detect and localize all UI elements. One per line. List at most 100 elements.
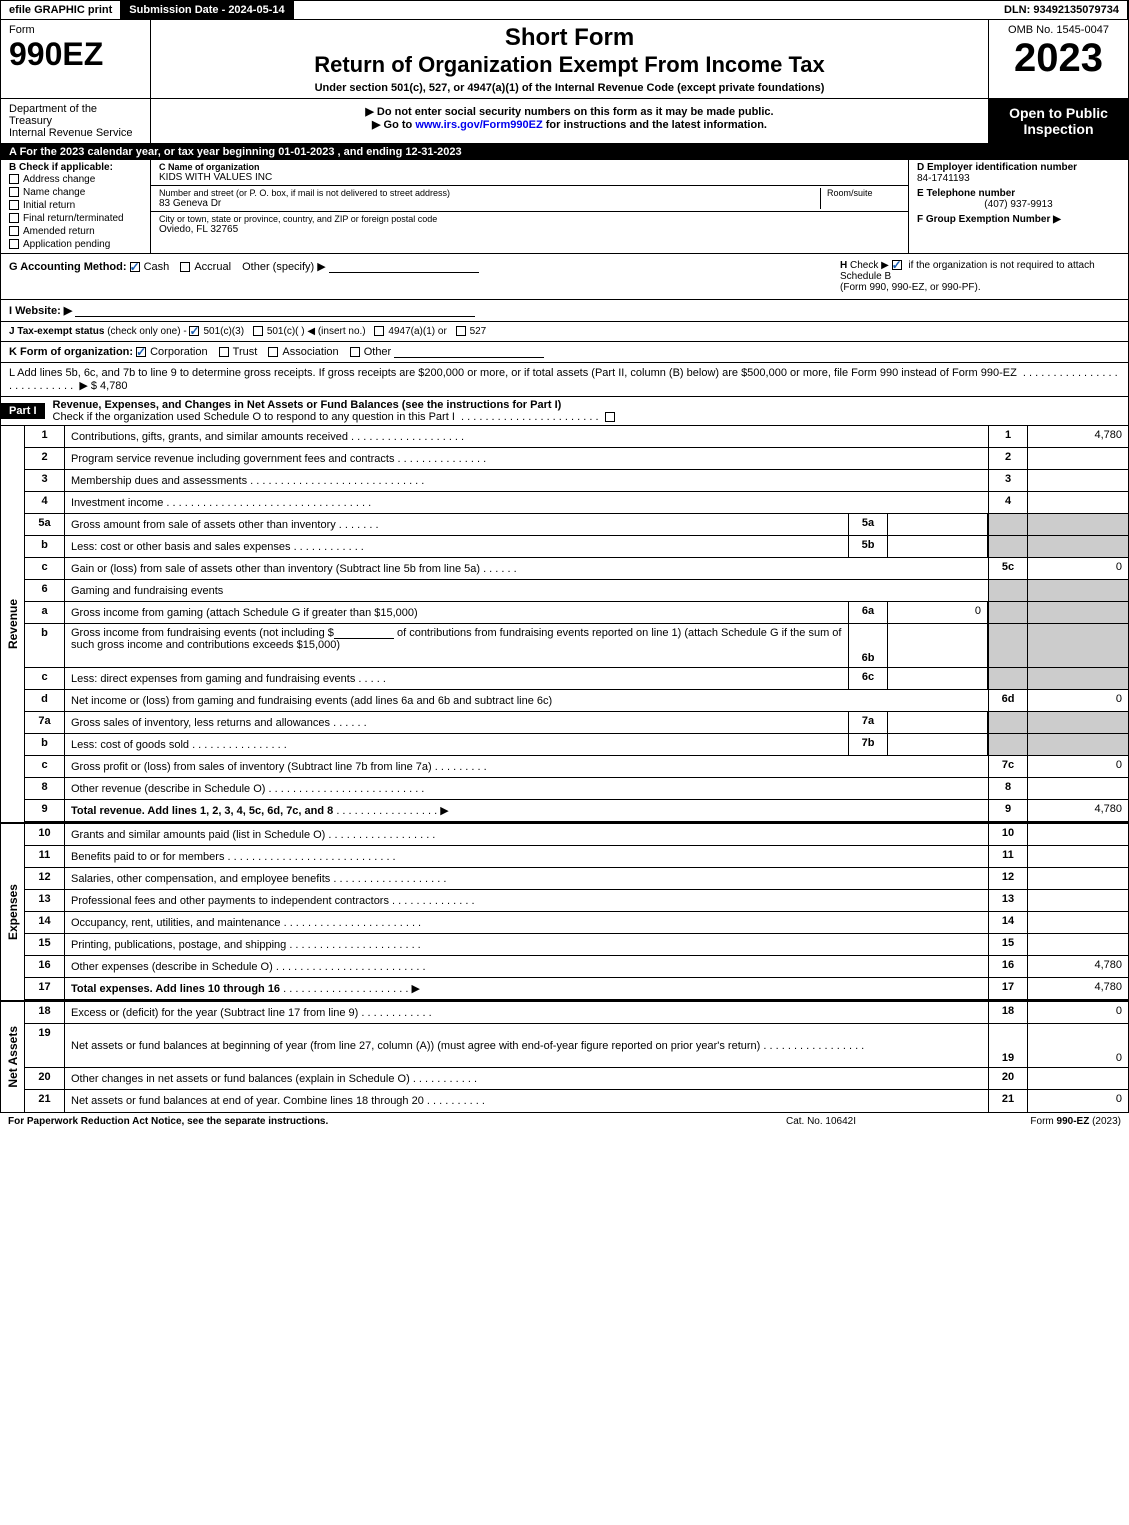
row14-ln: 14	[988, 912, 1028, 933]
row6d-desc: Net income or (loss) from gaming and fun…	[71, 695, 552, 707]
header: Form 990EZ Short Form Return of Organiza…	[1, 20, 1128, 99]
cb-4947[interactable]	[374, 326, 384, 336]
line-l: L Add lines 5b, 6c, and 7b to line 9 to …	[1, 363, 1128, 397]
line-i: I Website: ▶	[1, 300, 1128, 322]
part1-check-text: Check if the organization used Schedule …	[53, 411, 455, 423]
instr-post: for instructions and the latest informat…	[543, 119, 767, 131]
row6b-ln	[988, 624, 1028, 667]
org-name-label: C Name of organization	[159, 162, 900, 172]
row21-desc: Net assets or fund balances at end of ye…	[71, 1095, 424, 1107]
cb-address-label: Address change	[23, 174, 95, 185]
irs-label: Internal Revenue Service	[9, 127, 142, 139]
expenses-sidebar: Expenses	[1, 824, 25, 1000]
line-g: G Accounting Method: Cash Accrual Other …	[9, 260, 840, 293]
open-badge: Open to Public Inspection	[989, 99, 1128, 143]
row6c-sn: 6c	[848, 668, 888, 689]
cb-schedule-o-part1[interactable]	[605, 412, 615, 422]
row13-val	[1028, 890, 1128, 911]
row16-desc: Other expenses (describe in Schedule O)	[71, 961, 273, 973]
opt-4947: 4947(a)(1) or	[388, 326, 446, 337]
row12-val	[1028, 868, 1128, 889]
instructions: ▶ Do not enter social security numbers o…	[151, 99, 988, 143]
netassets-label: Net Assets	[6, 1026, 20, 1088]
irs-link[interactable]: www.irs.gov/Form990EZ	[415, 119, 542, 131]
cb-cash[interactable]	[130, 262, 140, 272]
row6d-ln: 6d	[988, 690, 1028, 711]
row10-desc: Grants and similar amounts paid (list in…	[71, 829, 325, 841]
form-number: 990EZ	[9, 36, 142, 73]
efile-print-button[interactable]: efile GRAPHIC print	[1, 1, 121, 19]
cb-final-return[interactable]: Final return/terminated	[9, 212, 142, 225]
omb-number: OMB No. 1545-0047	[997, 24, 1120, 36]
row5b-val	[1028, 536, 1128, 557]
cb-association[interactable]	[268, 347, 278, 357]
subtitle: Under section 501(c), 527, or 4947(a)(1)…	[159, 82, 980, 94]
cb-accrual[interactable]	[180, 262, 190, 272]
row5a-val	[1028, 514, 1128, 535]
footer-catno: Cat. No. 10642I	[721, 1116, 921, 1127]
row1-desc: Contributions, gifts, grants, and simila…	[71, 431, 348, 443]
street-block: Number and street (or P. O. box, if mail…	[151, 186, 908, 212]
revenue-rows: 1 Contributions, gifts, grants, and simil…	[25, 426, 1128, 822]
row10-ln: 10	[988, 824, 1028, 845]
row5b-sv	[888, 536, 988, 557]
other-input[interactable]	[329, 261, 479, 273]
instructions-row: Department of the Treasury Internal Reve…	[1, 99, 1128, 144]
box-c: C Name of organization KIDS WITH VALUES …	[151, 160, 908, 253]
cb-initial-return[interactable]: Initial return	[9, 199, 142, 212]
row10-num: 10	[25, 824, 65, 845]
row6b-sv	[888, 624, 988, 667]
row18-val: 0	[1028, 1002, 1128, 1023]
cb-address-change[interactable]: Address change	[9, 173, 142, 186]
section-a: A For the 2023 calendar year, or tax yea…	[1, 144, 1128, 160]
row3-ln: 3	[988, 470, 1028, 491]
row5a-desc: Gross amount from sale of assets other t…	[71, 519, 336, 531]
row7c-val: 0	[1028, 756, 1128, 777]
header-left: Form 990EZ	[1, 20, 151, 98]
footer-form-ref: Form 990-EZ (2023)	[921, 1116, 1121, 1127]
row6d-val: 0	[1028, 690, 1128, 711]
row7b-sn: 7b	[848, 734, 888, 755]
dept-treasury: Department of the Treasury Internal Reve…	[1, 99, 151, 143]
row6-ln	[988, 580, 1028, 601]
row7a-desc: Gross sales of inventory, less returns a…	[71, 717, 330, 729]
row17-val: 4,780	[1028, 978, 1128, 999]
box-def: D Employer identification number 84-1741…	[908, 160, 1128, 253]
row7b-desc: Less: cost of goods sold	[71, 739, 189, 751]
cb-501c3[interactable]	[189, 326, 199, 336]
footer: For Paperwork Reduction Act Notice, see …	[0, 1113, 1129, 1130]
opt-assoc: Association	[282, 346, 338, 358]
opt-527: 527	[470, 326, 487, 337]
row15-num: 15	[25, 934, 65, 955]
cb-527[interactable]	[456, 326, 466, 336]
cb-schedule-b[interactable]	[892, 260, 902, 270]
group-exemption-label: F Group Exemption Number ▶	[917, 214, 1120, 225]
row6c-sv	[888, 668, 988, 689]
row6a-val	[1028, 602, 1128, 623]
box-bcde: B Check if applicable: Address change Na…	[1, 160, 1128, 254]
row6b-input[interactable]	[334, 627, 394, 639]
cb-name-change[interactable]: Name change	[9, 186, 142, 199]
part1-title: Revenue, Expenses, and Changes in Net As…	[45, 397, 1128, 425]
row5b-sn: 5b	[848, 536, 888, 557]
row15-val	[1028, 934, 1128, 955]
cb-corporation[interactable]	[136, 347, 146, 357]
cb-501c[interactable]	[253, 326, 263, 336]
row9-arrow: ▶	[440, 804, 448, 817]
cb-other-org[interactable]	[350, 347, 360, 357]
city-value: Oviedo, FL 32765	[159, 224, 900, 235]
row14-val	[1028, 912, 1128, 933]
row15-desc: Printing, publications, postage, and shi…	[71, 939, 286, 951]
row3-num: 3	[25, 470, 65, 491]
cb-trust[interactable]	[219, 347, 229, 357]
website-input[interactable]	[75, 305, 475, 317]
row4-num: 4	[25, 492, 65, 513]
other-org-input[interactable]	[394, 346, 544, 358]
row2-val	[1028, 448, 1128, 469]
cb-amended-return[interactable]: Amended return	[9, 225, 142, 238]
row1-num: 1	[25, 426, 65, 447]
netassets-rows: 18Excess or (deficit) for the year (Subt…	[25, 1002, 1128, 1112]
row12-ln: 12	[988, 868, 1028, 889]
instr-ssn: ▶ Do not enter social security numbers o…	[159, 105, 980, 118]
cb-application-pending[interactable]: Application pending	[9, 238, 142, 251]
